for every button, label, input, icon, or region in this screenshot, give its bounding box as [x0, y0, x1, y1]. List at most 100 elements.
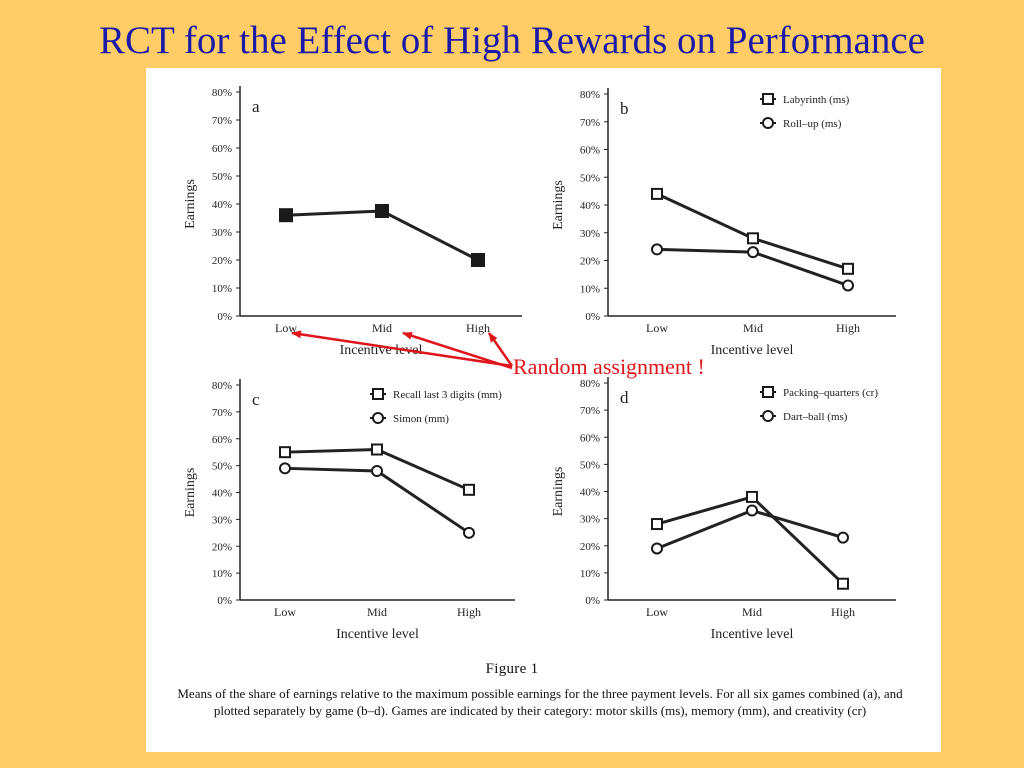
chart-d-series-0-point	[746, 490, 758, 503]
chart-b-ytick-label: 40%	[580, 200, 600, 212]
chart-b-ytick-label: 30%	[580, 228, 600, 240]
chart-d-panel-letter: d	[620, 388, 629, 407]
figure-caption: Means of the share of earnings relative …	[177, 686, 903, 718]
figure-heading: Figure 1	[485, 661, 539, 677]
chart-d-series-1-point	[651, 542, 663, 555]
chart-d-ytick-label: 60%	[580, 432, 600, 444]
chart-d-x-axis-label: Incentive level	[711, 627, 794, 642]
chart-d-legend-label: Packing–quarters (cr)	[783, 387, 878, 399]
chart-d-series-1-point	[837, 531, 849, 544]
chart-d-ytick-label: 10%	[580, 568, 600, 580]
chart-a-ytick-label: 80%	[212, 87, 232, 99]
chart-c-legend-label: Simon (mm)	[393, 413, 449, 425]
chart-c-x-axis-label: Incentive level	[336, 627, 419, 642]
chart-b-ytick-label: 60%	[580, 145, 600, 157]
chart-a-ytick-label: 70%	[212, 115, 232, 127]
chart-a-ytick-label: 30%	[212, 227, 232, 239]
chart-b-legend-label: Labyrinth (ms)	[783, 94, 850, 106]
slide-title: RCT for the Effect of High Rewards on Pe…	[99, 19, 925, 62]
chart-b-series-1-point	[651, 243, 663, 256]
chart-d-series-1-point	[746, 504, 758, 517]
chart-d-legend-label: Dart–ball (ms)	[783, 411, 848, 423]
chart-d-xtick-label: High	[831, 605, 855, 619]
chart-a-ytick-label: 50%	[212, 171, 232, 183]
chart-c-series-0-point	[279, 446, 291, 459]
chart-b-ytick-label: 0%	[585, 311, 600, 323]
chart-b-xtick-label: Low	[646, 321, 668, 335]
random-assignment-label: Random assignment !	[513, 354, 705, 379]
chart-d-y-axis-label: Earnings	[551, 467, 566, 517]
chart-d-xtick-label: Mid	[742, 605, 762, 619]
chart-a-panel-letter: a	[252, 97, 260, 116]
chart-c-xtick-label: Low	[274, 605, 296, 619]
chart-b-ytick-label: 20%	[580, 256, 600, 268]
chart-d-ytick-label: 0%	[585, 595, 600, 607]
chart-b-series-1-point	[842, 279, 854, 292]
chart-d-ytick-label: 70%	[580, 405, 600, 417]
chart-b-ytick-label: 70%	[580, 117, 600, 129]
chart-a-y-axis-label: Earnings	[183, 179, 198, 229]
chart-a-ytick-label: 0%	[217, 311, 232, 323]
chart-d-series-0-point	[651, 518, 663, 531]
chart-a-ytick-label: 40%	[212, 199, 232, 211]
figure-charts: 0% 10% 20% 30% 40% 50% 60% 70% 80% Low Mid High Ince…	[183, 86, 896, 642]
chart-a-x-axis-label: Incentive level	[340, 343, 423, 358]
chart-c-ytick-label: 80%	[212, 380, 232, 392]
chart-a-series-0-point	[471, 253, 485, 267]
chart-d-ytick-label: 30%	[580, 514, 600, 526]
chart-c-series-1-point	[279, 462, 291, 475]
chart-b-ytick-label: 80%	[580, 89, 600, 101]
chart-b-x-axis-label: Incentive level	[711, 343, 794, 358]
chart-c-ytick-label: 40%	[212, 488, 232, 500]
chart-b-ytick-label: 50%	[580, 172, 600, 184]
chart-a-xtick-label: Low	[275, 321, 297, 335]
chart-d-ytick-label: 50%	[580, 459, 600, 471]
chart-b-xtick-label: High	[836, 321, 860, 335]
chart-c-legend-marker	[372, 388, 384, 400]
chart-b-ytick-label: 10%	[580, 283, 600, 295]
chart-d-legend-marker	[762, 410, 774, 422]
chart-b-series-0-point	[842, 262, 854, 275]
chart-c-y-axis-label: Earnings	[183, 468, 198, 518]
chart-d-ytick-label: 80%	[580, 378, 600, 390]
chart-a-xtick-label: High	[466, 321, 490, 335]
chart-a-series-0-point	[279, 208, 293, 223]
chart-c-ytick-label: 0%	[217, 595, 232, 607]
chart-d-legend-marker	[762, 386, 774, 398]
chart-c-series-1-point	[463, 526, 475, 539]
chart-a-xtick-label: Mid	[372, 321, 392, 335]
chart-c-xtick-label: High	[457, 605, 481, 619]
chart-d-ytick-label: 40%	[580, 487, 600, 499]
chart-c-ytick-label: 30%	[212, 514, 232, 526]
chart-c-series-0-point	[371, 443, 383, 456]
chart-b-series-0-point	[747, 232, 759, 245]
chart-c-ytick-label: 50%	[212, 461, 232, 473]
chart-c-series-1-point	[371, 465, 383, 477]
chart-b-legend-marker	[762, 93, 774, 105]
chart-c-legend-marker	[372, 412, 384, 424]
chart-b-series-1-point	[747, 246, 759, 259]
chart-c-ytick-label: 60%	[212, 434, 232, 446]
chart-d-series-0-point	[837, 577, 849, 590]
chart-c-ytick-label: 20%	[212, 541, 232, 553]
chart-b-xtick-label: Mid	[743, 321, 763, 335]
chart-b-legend-label: Roll–up (ms)	[783, 118, 842, 130]
chart-c-ytick-label: 10%	[212, 568, 232, 580]
chart-c-ytick-label: 70%	[212, 407, 232, 419]
chart-b-legend-marker	[762, 117, 774, 129]
figure-panel: 0% 10% 20% 30% 40% 50% 60% 70% 80% Low Mid High Ince…	[146, 68, 941, 752]
chart-b-y-axis-label: Earnings	[551, 180, 566, 230]
chart-c-series-0-point	[463, 483, 475, 496]
chart-d-ytick-label: 20%	[580, 541, 600, 553]
chart-c-legend-label: Recall last 3 digits (mm)	[393, 389, 502, 401]
chart-c-panel-letter: c	[252, 390, 260, 409]
chart-b-series-0-point	[651, 187, 663, 200]
chart-a-series-0-line	[285, 209, 479, 262]
chart-b-panel-letter: b	[620, 99, 629, 118]
chart-c-xtick-label: Mid	[367, 605, 387, 619]
chart-a-series-0-point	[375, 204, 389, 218]
chart-a-ytick-label: 60%	[212, 143, 232, 155]
chart-a-ytick-label: 20%	[212, 255, 232, 267]
chart-d-xtick-label: Low	[646, 605, 668, 619]
chart-a-ytick-label: 10%	[212, 283, 232, 295]
